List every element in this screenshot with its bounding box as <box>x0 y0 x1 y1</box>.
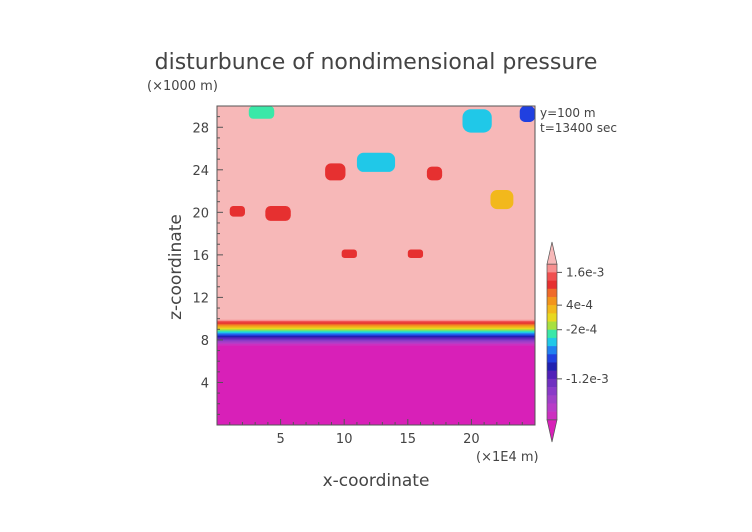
colorbar-top-arrow <box>546 241 558 265</box>
colorbar-label: 4e-4 <box>566 298 593 312</box>
x-unit-label: (×1E4 m) <box>476 450 539 465</box>
colorbar-cell <box>547 395 557 404</box>
colorbar-cell <box>547 264 557 273</box>
axes: 5 10 15 20 4 8 12 16 20 24 28 <box>192 105 536 447</box>
annotation-t: t=13400 sec <box>540 121 617 135</box>
field-region <box>217 334 535 425</box>
transition-band <box>217 343 535 346</box>
field-region <box>265 205 291 221</box>
colorbar-cell <box>547 296 557 306</box>
y-tick-label: 4 <box>201 376 209 391</box>
field-region <box>462 109 492 133</box>
colorbar-cell <box>547 313 557 322</box>
transition-band <box>217 334 535 337</box>
colorbar-cell <box>547 378 557 388</box>
transition-band <box>217 339 535 342</box>
colorbar-cell <box>547 387 557 396</box>
colorbar-label: 1.6e-3 <box>566 265 604 279</box>
field-region <box>426 166 443 181</box>
field-region <box>490 190 514 210</box>
transition-band <box>217 337 535 340</box>
transition-band <box>217 341 535 344</box>
transition-band <box>217 331 535 334</box>
colorbar-cell <box>547 272 557 281</box>
y-tick-label: 8 <box>201 334 209 349</box>
colorbar-cell <box>547 403 557 412</box>
field-region <box>519 106 535 122</box>
transition-band <box>217 342 535 345</box>
colorbar: 1.6e-3 4e-4 -2e-4 -1.2e-3 <box>546 241 609 443</box>
colorbar-cell <box>547 321 557 331</box>
transition-band <box>217 326 535 329</box>
colorbar-cell <box>547 288 557 298</box>
transition-band <box>217 321 535 323</box>
transition-band <box>217 323 535 326</box>
y-tick-label: 12 <box>192 291 209 306</box>
field-region <box>407 249 424 259</box>
x-tick-label: 20 <box>463 432 480 447</box>
x-tick-label: 10 <box>336 432 353 447</box>
transition-band <box>217 322 535 325</box>
colorbar-cell <box>547 329 557 339</box>
heatmap-plot <box>217 106 535 425</box>
y-axis-label: z-coordinate <box>166 214 186 320</box>
field-region <box>229 205 245 217</box>
colorbar-cell <box>547 411 557 421</box>
x-tick-label: 5 <box>276 432 284 447</box>
colorbar-cell <box>547 337 557 347</box>
colorbar-cell <box>547 305 557 314</box>
field-region <box>356 152 396 172</box>
colorbar-cell <box>547 346 557 355</box>
x-tick-label: 15 <box>400 432 417 447</box>
chart-title: disturbunce of nondimensional pressure <box>155 50 598 75</box>
field-region <box>217 106 535 330</box>
transition-band <box>217 327 535 330</box>
colorbar-cell <box>547 370 557 380</box>
x-axis-label: x-coordinate <box>323 471 430 491</box>
transition-band <box>217 333 535 336</box>
transition-band <box>217 338 535 341</box>
colorbar-cell <box>547 280 557 290</box>
y-tick-label: 20 <box>192 206 209 221</box>
colorbar-bottom-arrow <box>546 419 558 443</box>
colorbar-label: -1.2e-3 <box>566 372 609 386</box>
transition-band <box>217 319 535 322</box>
y-tick-label: 28 <box>192 121 209 136</box>
colorbar-label: -2e-4 <box>566 323 597 337</box>
field-region <box>248 106 275 119</box>
transition-band <box>217 329 535 331</box>
y-tick-label: 16 <box>192 249 209 264</box>
transition-band <box>217 335 535 338</box>
colorbar-cell <box>547 354 557 363</box>
annotation-y: y=100 m <box>540 106 596 120</box>
y-tick-label: 24 <box>192 164 209 179</box>
colorbar-cell <box>547 362 557 371</box>
z-unit-label: (×1000 m) <box>147 79 218 94</box>
field-region <box>341 249 357 259</box>
field-region <box>325 163 346 181</box>
transition-band <box>217 330 535 333</box>
colorbar-frame <box>546 263 558 421</box>
transition-band <box>217 325 535 327</box>
